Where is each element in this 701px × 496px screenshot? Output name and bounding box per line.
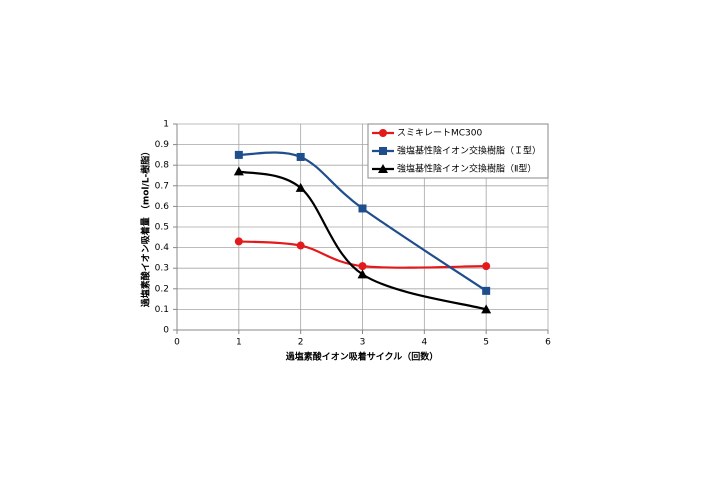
y-tick-label: 0	[163, 326, 169, 336]
y-tick-label: 0.8	[155, 161, 170, 171]
series-line	[238, 170, 487, 311]
marker	[379, 147, 387, 155]
y-tick-label: 0.2	[155, 284, 169, 294]
marker	[296, 152, 305, 161]
marker	[358, 262, 367, 271]
x-axis-label: 過塩素酸イオン吸着サイクル（回数）	[285, 351, 439, 363]
y-tick-label: 0.4	[155, 243, 170, 253]
x-tick-label: 1	[236, 338, 242, 348]
marker	[296, 241, 305, 250]
x-tick-label: 4	[421, 338, 427, 348]
legend-box	[367, 123, 549, 179]
marker	[481, 304, 492, 314]
marker	[379, 129, 387, 137]
marker	[234, 237, 243, 246]
x-tick-label: 0	[174, 338, 180, 348]
x-tick-label: 5	[483, 338, 489, 348]
marker	[234, 150, 243, 159]
y-axis-label: 過塩素酸イオン吸着量 （mol/L-樹脂）	[140, 147, 152, 309]
y-tick-label: 1	[163, 120, 169, 130]
legend-label: スミキレートMC300	[397, 129, 483, 139]
legend-label: 強塩基性陰イオン交換樹脂（Ｉ型）	[397, 145, 541, 157]
y-tick-label: 0.1	[155, 305, 169, 315]
y-tick-label: 0.9	[155, 140, 170, 150]
series-line	[238, 240, 487, 269]
x-tick-label: 6	[545, 338, 551, 348]
marker	[357, 269, 368, 279]
marker	[358, 204, 367, 213]
marker	[482, 286, 491, 295]
marker	[482, 262, 491, 271]
y-tick-label: 0.5	[155, 223, 169, 233]
marker	[378, 164, 388, 173]
marker	[233, 166, 244, 176]
x-tick-label: 3	[360, 338, 366, 348]
legend-label: 強塩基性陰イオン交換樹脂（Ⅱ型）	[397, 163, 536, 175]
marker	[295, 182, 306, 192]
series-line	[238, 151, 487, 292]
y-tick-label: 0.6	[155, 202, 170, 212]
x-tick-label: 2	[298, 338, 304, 348]
y-tick-label: 0.7	[155, 181, 169, 191]
y-tick-label: 0.3	[155, 264, 169, 274]
